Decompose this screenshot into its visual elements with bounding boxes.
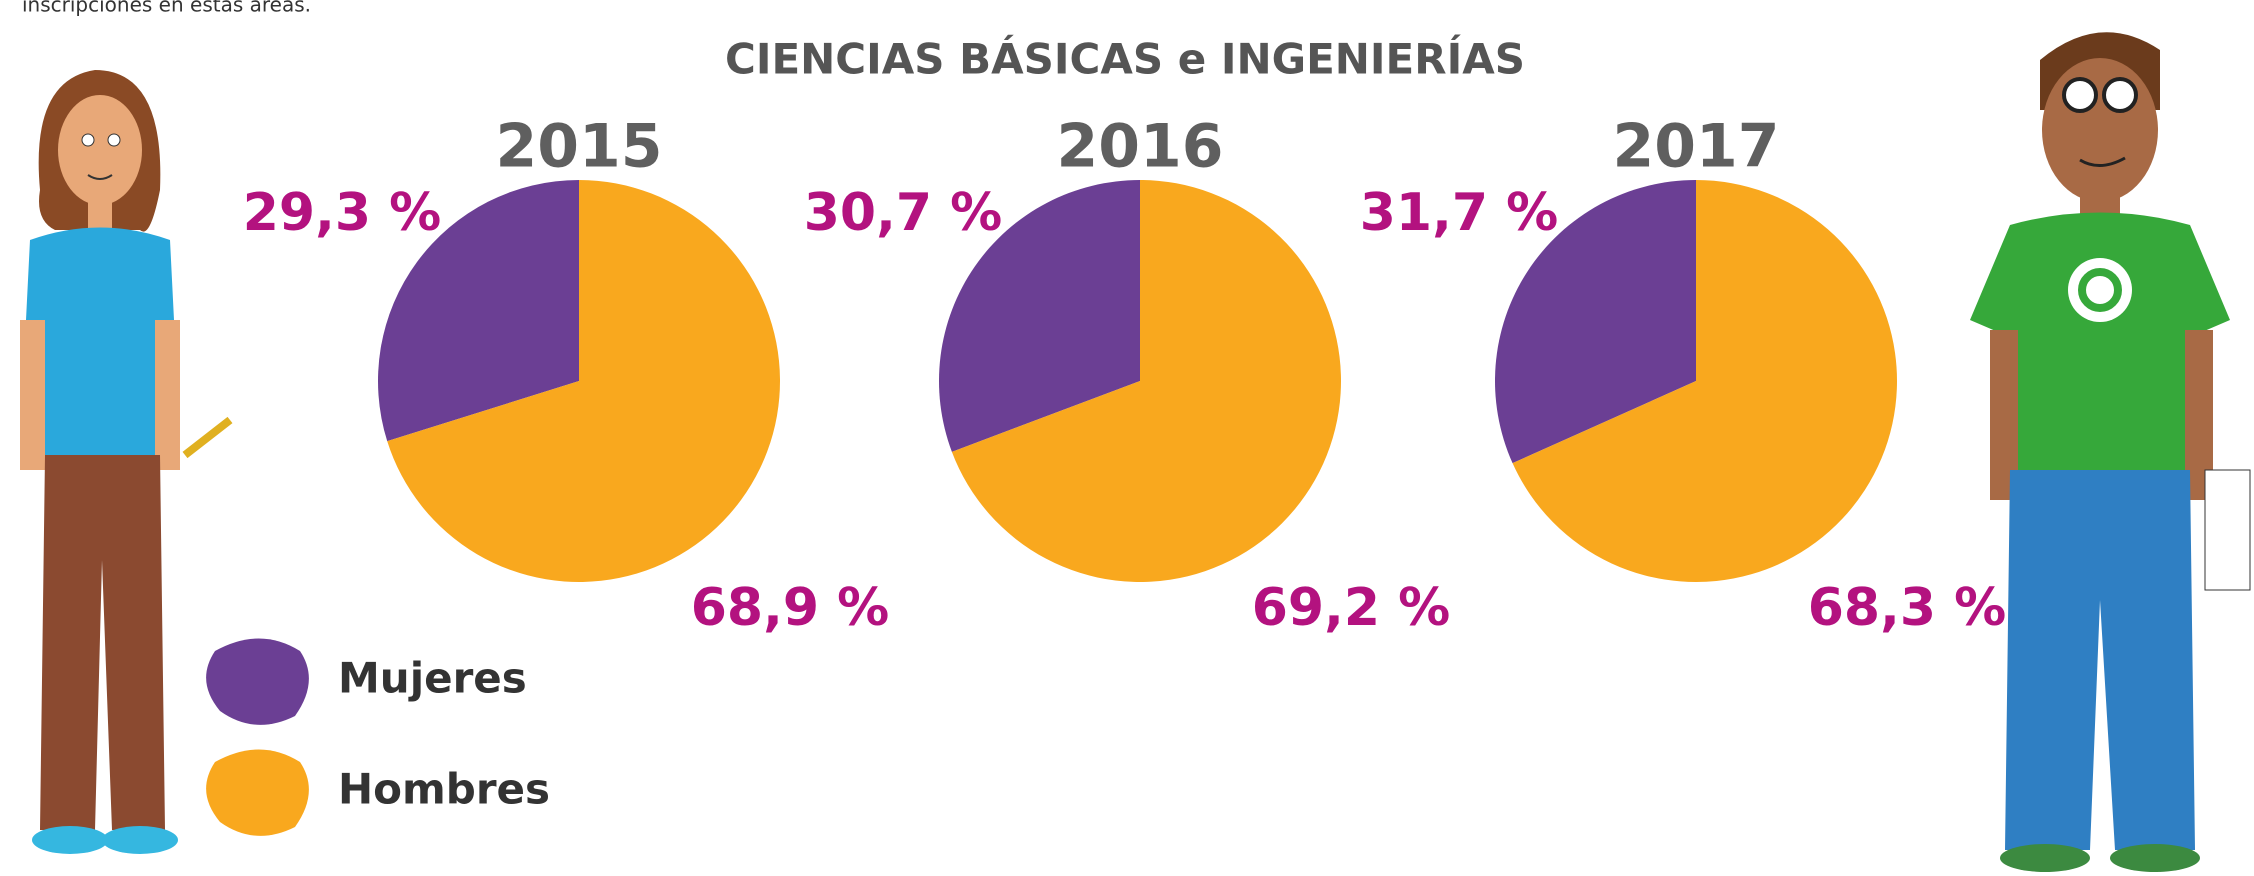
pie-slice bbox=[387, 180, 780, 582]
intro-text: inscripciones en estas áreas. bbox=[22, 0, 311, 17]
pie-slice bbox=[1495, 180, 1696, 464]
pie-slice bbox=[378, 180, 579, 442]
main-title: CIENCIAS BÁSICAS e INGENIERÍAS bbox=[725, 34, 1525, 84]
pie-title: 2017 bbox=[1613, 112, 1780, 182]
man-illustration bbox=[1970, 32, 2251, 872]
woman-illustration bbox=[20, 70, 233, 854]
pie-slice bbox=[951, 179, 1341, 582]
pie-title: 2016 bbox=[1057, 112, 1224, 182]
pie-slice bbox=[1512, 180, 1897, 582]
value-label: 69,2 % bbox=[1252, 578, 1451, 638]
pie-title: 2015 bbox=[496, 112, 663, 182]
value-label: 68,9 % bbox=[691, 578, 890, 638]
value-label: 31,7 % bbox=[1360, 183, 1559, 243]
value-label: 68,3 % bbox=[1808, 578, 2007, 638]
value-label: 30,7 % bbox=[804, 183, 1003, 243]
legend-swatch bbox=[206, 749, 309, 836]
legend-swatch bbox=[206, 638, 309, 725]
legend-label: Mujeres bbox=[338, 654, 527, 703]
value-label: 29,3 % bbox=[243, 183, 442, 243]
pie-slice bbox=[939, 180, 1140, 452]
legend-label: Hombres bbox=[338, 765, 550, 814]
